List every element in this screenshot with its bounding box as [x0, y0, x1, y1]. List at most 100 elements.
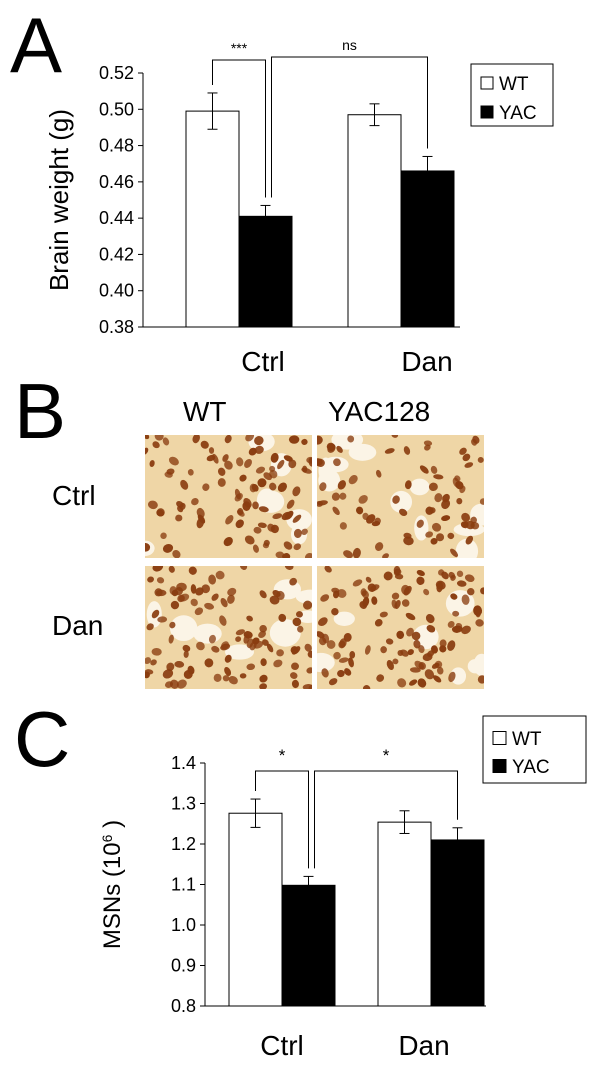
- stained-nucleus: [192, 435, 200, 444]
- stained-nucleus: [305, 553, 312, 558]
- y-tick-label: 0.50: [99, 99, 134, 119]
- stained-nucleus: [326, 442, 336, 452]
- stained-nucleus: [477, 675, 484, 684]
- stained-nucleus: [339, 492, 347, 500]
- stained-nucleus: [277, 459, 285, 470]
- legend-label-yac: YAC: [499, 103, 537, 124]
- y-tick-label: 0.52: [99, 63, 134, 83]
- micrograph-texture: [145, 566, 312, 689]
- stained-nucleus: [371, 596, 378, 605]
- stained-nucleus: [168, 456, 179, 466]
- micrograph-wt-ctrl: [145, 435, 312, 558]
- bar-dan-wt: [347, 114, 402, 328]
- stained-nucleus: [156, 577, 165, 584]
- stained-nucleus: [392, 495, 400, 504]
- stained-nucleus: [284, 510, 294, 520]
- stained-nucleus: [283, 541, 293, 550]
- significance-bracket: [271, 56, 428, 198]
- stained-nucleus: [175, 514, 183, 522]
- stained-nucleus: [419, 465, 429, 474]
- stained-nucleus: [292, 486, 301, 497]
- stained-nucleus: [187, 665, 195, 675]
- stained-nucleus: [200, 440, 209, 449]
- legend-swatch-wt: [492, 731, 507, 745]
- stained-nucleus: [362, 684, 371, 689]
- stained-nucleus: [222, 675, 230, 682]
- stained-nucleus: [365, 576, 372, 583]
- stained-nucleus: [396, 630, 405, 639]
- stained-nucleus: [293, 528, 302, 539]
- stained-nucleus: [208, 634, 216, 644]
- stained-nucleus: [162, 437, 170, 446]
- stained-nucleus: [145, 542, 151, 552]
- stained-nucleus: [289, 577, 298, 586]
- stained-nucleus: [236, 457, 244, 467]
- stained-nucleus: [454, 475, 461, 482]
- stained-nucleus: [473, 605, 483, 616]
- stained-nucleus: [447, 532, 455, 540]
- stained-nucleus: [201, 584, 210, 594]
- stained-nucleus: [235, 629, 245, 636]
- stained-nucleus: [409, 679, 418, 686]
- stained-nucleus: [459, 447, 467, 455]
- micrograph-texture: [145, 435, 312, 558]
- stained-nucleus: [235, 519, 244, 529]
- stained-nucleus: [436, 666, 444, 675]
- stained-nucleus: [337, 589, 347, 598]
- stained-nucleus: [169, 679, 179, 689]
- stained-nucleus: [375, 542, 384, 551]
- stained-nucleus: [349, 651, 356, 659]
- stained-nucleus: [477, 457, 484, 463]
- stained-nucleus: [348, 657, 354, 668]
- stained-nucleus: [196, 507, 205, 519]
- stained-nucleus: [376, 469, 382, 478]
- stained-nucleus: [405, 612, 416, 621]
- stained-nucleus: [324, 566, 332, 573]
- stained-nucleus: [228, 675, 238, 685]
- stained-nucleus: [206, 454, 216, 462]
- stained-nucleus: [267, 523, 275, 532]
- bar-ctrl-yac: [281, 884, 336, 1007]
- stained-nucleus: [188, 566, 197, 575]
- stained-nucleus: [328, 678, 338, 686]
- stained-nucleus: [436, 581, 444, 593]
- stained-nucleus: [245, 435, 255, 442]
- stained-nucleus: [295, 611, 303, 618]
- stained-nucleus: [292, 617, 302, 627]
- significance-bracket: [255, 770, 309, 869]
- stained-nucleus: [269, 469, 278, 479]
- stained-nucleus: [224, 666, 232, 676]
- stained-nucleus: [257, 478, 267, 488]
- stained-nucleus: [145, 657, 152, 665]
- stained-nucleus: [386, 660, 394, 671]
- stained-nucleus: [191, 497, 199, 506]
- stained-nucleus: [220, 597, 228, 608]
- stained-nucleus: [424, 669, 435, 680]
- stained-nucleus: [260, 658, 267, 667]
- stained-nucleus: [400, 649, 409, 657]
- y-tick-label: 1.0: [171, 915, 196, 935]
- stained-nucleus: [431, 522, 442, 532]
- stained-nucleus: [430, 465, 438, 474]
- stained-nucleus: [456, 570, 464, 578]
- stained-nucleus: [425, 614, 435, 624]
- stained-nucleus: [442, 493, 450, 503]
- stained-nucleus: [297, 625, 304, 633]
- stained-nucleus: [145, 435, 150, 440]
- stained-nucleus: [320, 594, 330, 602]
- stained-nucleus: [391, 435, 399, 438]
- stained-nucleus: [379, 611, 388, 618]
- stained-nucleus: [361, 590, 369, 599]
- stained-nucleus: [196, 641, 205, 651]
- stained-nucleus: [223, 537, 233, 547]
- stained-nucleus: [333, 458, 341, 467]
- stained-nucleus: [343, 632, 352, 642]
- stained-nucleus: [403, 446, 411, 455]
- stained-nucleus: [301, 438, 308, 445]
- stained-nucleus: [362, 596, 370, 608]
- stained-nucleus: [273, 659, 283, 668]
- stained-nucleus: [152, 441, 160, 449]
- bar-ctrl-wt: [185, 110, 240, 328]
- cell-body: [225, 644, 255, 660]
- stained-nucleus: [433, 474, 444, 480]
